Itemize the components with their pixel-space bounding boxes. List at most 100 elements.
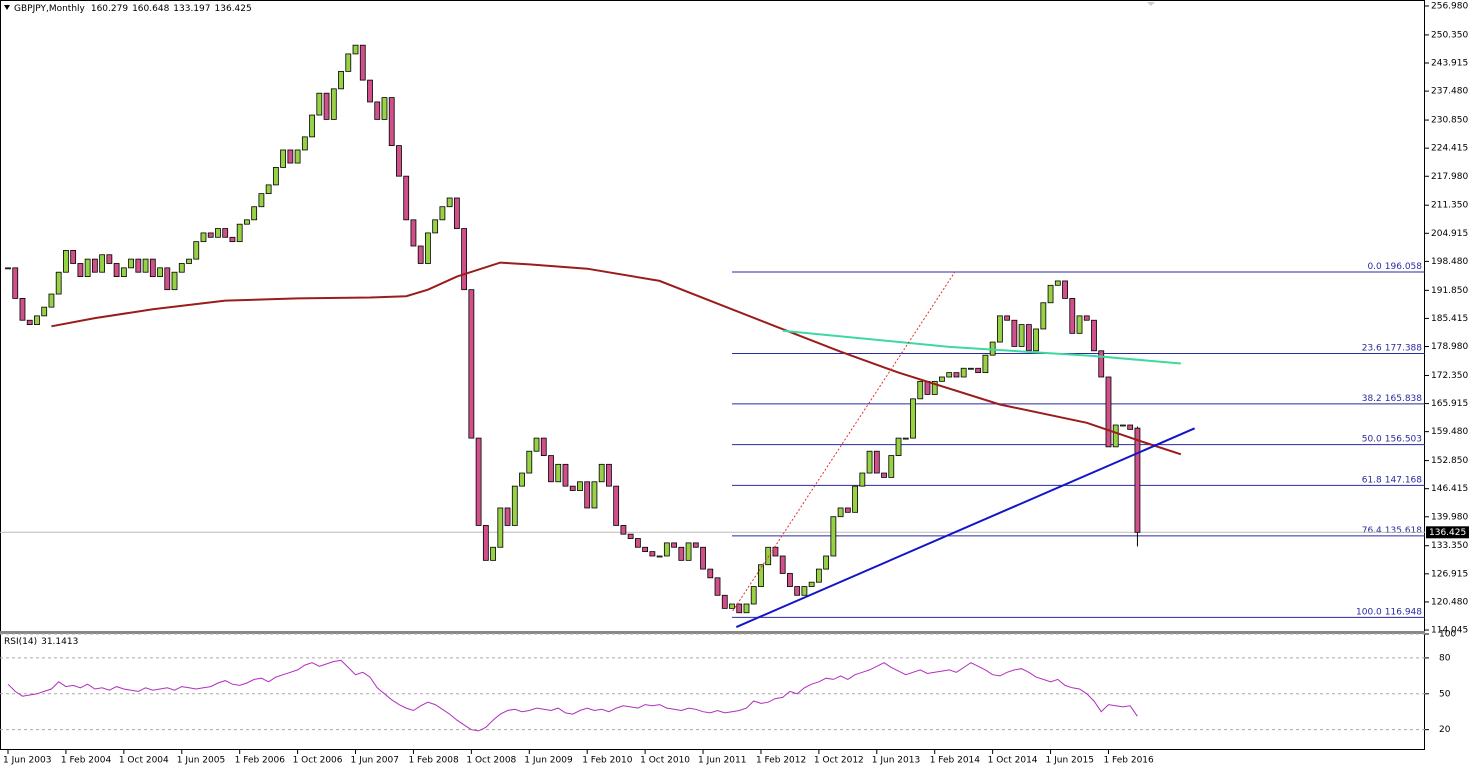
candle-body <box>591 481 598 509</box>
candle-body <box>200 232 207 243</box>
candle-body <box>975 367 982 374</box>
fib-label: 100.0 116.948 <box>1356 607 1422 617</box>
candle-body <box>859 472 866 487</box>
y-tick-label: 20 <box>1439 725 1451 735</box>
candle-body <box>526 450 533 474</box>
x-tick-label: 1 Feb 2016 <box>1103 756 1154 766</box>
candle-body <box>222 228 229 238</box>
candle-body <box>497 507 504 548</box>
y-tick-label: 185.415 <box>1431 314 1468 324</box>
candle-body <box>996 315 1003 343</box>
candle-body <box>815 568 822 583</box>
y-tick-label: 204.915 <box>1431 229 1468 239</box>
y-tick-label: 178.980 <box>1431 342 1468 352</box>
ohlc-open: 160.279 <box>91 4 128 14</box>
x-tick-label: 1 Feb 2006 <box>235 756 286 766</box>
fib-price: 116.948 <box>1385 607 1422 617</box>
x-tick-label: 1 Feb 2014 <box>930 756 981 766</box>
candle-body <box>895 437 902 456</box>
candle-body <box>1091 319 1097 352</box>
candle-body <box>902 437 909 440</box>
x-tick-label: 1 Jun 2013 <box>872 756 920 766</box>
candle-body <box>34 315 40 326</box>
candle-body <box>873 450 880 474</box>
fib-ratio: 38.2 <box>1362 393 1382 403</box>
candle-body <box>1098 350 1105 378</box>
x-tick-label: 1 Oct 2004 <box>119 756 169 766</box>
candle-body <box>613 485 620 526</box>
candle-body <box>461 228 468 291</box>
candle-body <box>1040 302 1047 330</box>
candle-body <box>99 254 106 273</box>
rsi-line <box>7 659 1138 732</box>
fib-price: 177.388 <box>1385 343 1422 353</box>
fib-price: 135.618 <box>1385 525 1422 535</box>
candle-body <box>620 525 627 535</box>
candle-body <box>1127 424 1134 430</box>
candle-body <box>272 167 279 186</box>
candle-body <box>1054 280 1061 286</box>
candle-body <box>135 258 142 273</box>
x-tick-label: 1 Feb 2004 <box>61 756 112 766</box>
y-tick-label: 211.350 <box>1431 201 1468 211</box>
candle-body <box>490 546 496 561</box>
candle-body <box>1033 328 1039 352</box>
candle-body <box>1076 315 1083 334</box>
y-tick-label: 172.350 <box>1431 371 1468 381</box>
candle-body <box>403 175 410 221</box>
candle-body <box>511 485 518 526</box>
candle-body <box>931 380 938 395</box>
candle-body <box>396 145 402 177</box>
fib-label: 50.0 156.503 <box>1362 434 1422 444</box>
candle-body <box>381 97 388 120</box>
candle-body <box>1112 424 1119 448</box>
candle-body <box>186 258 192 264</box>
candle-body <box>367 79 373 103</box>
candle-body <box>779 555 786 574</box>
fib-ratio: 61.8 <box>1362 475 1382 485</box>
candle-body <box>852 485 858 513</box>
candle-body <box>562 463 569 487</box>
candle-body <box>606 463 612 487</box>
panel-separator <box>0 631 1425 634</box>
fib-label: 61.8 147.168 <box>1362 475 1423 485</box>
moving-average <box>782 329 1181 365</box>
ohlc-high: 160.648 <box>132 4 169 14</box>
candle-body <box>48 293 55 308</box>
candle-body <box>26 319 33 326</box>
candle-body <box>1083 315 1090 321</box>
candle-body <box>142 258 149 273</box>
candle-body <box>584 481 591 509</box>
candle-body <box>12 267 19 299</box>
candle-body <box>627 533 634 539</box>
x-tick-label: 1 Feb 2008 <box>408 756 459 766</box>
candle-body <box>316 92 323 116</box>
x-tick-label: 1 Oct 2012 <box>814 756 864 766</box>
candle-body <box>77 263 84 277</box>
moving-average <box>51 261 1182 456</box>
fib-label: 23.6 177.388 <box>1362 343 1423 353</box>
rsi-current: 31.1413 <box>41 637 78 647</box>
fib-label: 0.0 196.058 <box>1367 261 1422 271</box>
y-tick-label: 126.915 <box>1431 569 1468 579</box>
candle-body <box>540 437 547 456</box>
candle-body <box>960 367 967 378</box>
candle-body <box>649 551 656 557</box>
y-tick-label: 165.915 <box>1431 399 1468 409</box>
candle-body <box>1134 427 1141 533</box>
candle-body <box>453 197 460 229</box>
candle-body <box>714 577 721 596</box>
candle-body <box>663 542 670 557</box>
candle-body <box>84 258 91 277</box>
candle-body <box>750 586 757 605</box>
candle-body <box>482 525 489 561</box>
trendline <box>735 427 1196 628</box>
x-tick-label: 1 Jun 2009 <box>524 756 573 766</box>
frame <box>0 0 1425 750</box>
candle-body <box>794 586 801 596</box>
symbol: GBPJPY,Monthly <box>14 4 86 14</box>
fib-price: 147.168 <box>1385 475 1422 485</box>
candle-body <box>157 267 163 277</box>
candle-body <box>345 53 352 72</box>
